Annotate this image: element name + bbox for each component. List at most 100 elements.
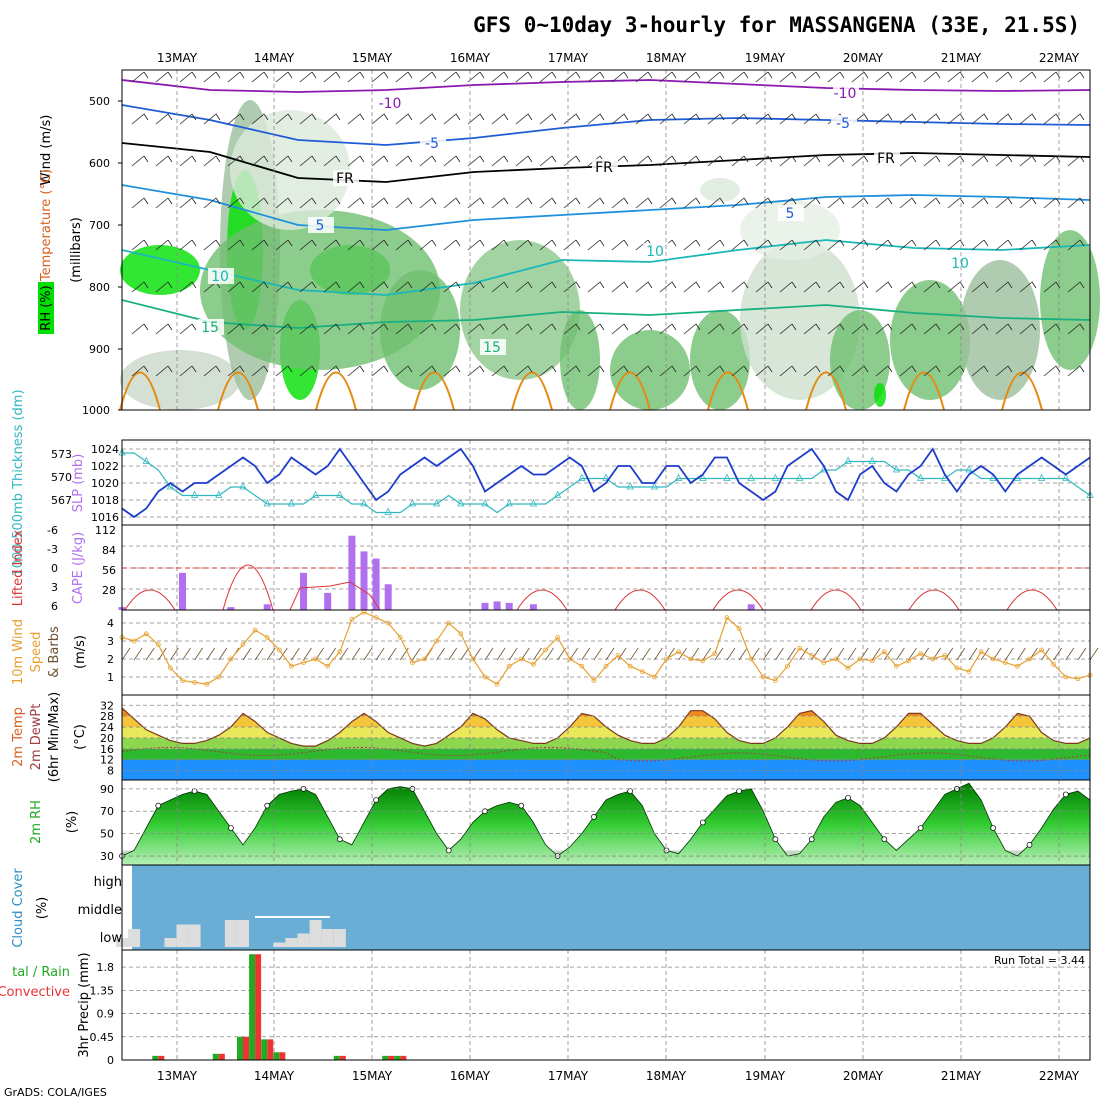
warm-contour	[413, 371, 455, 411]
wind-barb	[227, 239, 241, 251]
wind-barb	[971, 155, 985, 167]
wind-barb	[839, 323, 845, 331]
wind-barb	[563, 239, 577, 251]
ylabel-millibars: (millibars)	[69, 217, 84, 283]
warm-contour	[609, 371, 651, 411]
thickness-marker	[553, 490, 562, 498]
wind-barb	[827, 323, 841, 335]
wind-barb	[371, 365, 385, 377]
cape-bar	[360, 551, 368, 610]
wind-speed-point	[845, 665, 851, 671]
thickness-marker	[1062, 473, 1070, 481]
wind-barb	[443, 323, 457, 335]
wind-speed-point	[773, 678, 778, 683]
wind-barb	[623, 281, 629, 289]
temperature-contour	[121, 239, 1091, 296]
wind-barb	[750, 647, 760, 661]
date-label: 20MAY	[843, 1069, 884, 1083]
wind-speed-point	[167, 665, 173, 671]
wind-speed-point	[506, 663, 512, 669]
wind-barb	[407, 281, 413, 289]
wind-speed-point	[470, 656, 476, 662]
wind-barb	[647, 323, 653, 331]
contour-label-bg	[480, 339, 506, 355]
wind-barb	[167, 155, 173, 163]
cloud-low-bar	[128, 929, 141, 947]
wind-barb	[527, 197, 533, 205]
cloud-low-bar	[297, 933, 310, 947]
wind-speed-point	[1027, 656, 1032, 662]
wind-barb	[515, 197, 529, 209]
wind-barb	[347, 197, 361, 209]
wind-speed-point	[1015, 663, 1020, 669]
wind-barb	[1031, 239, 1037, 247]
wind-barb	[412, 647, 421, 661]
wind-barb	[443, 71, 457, 83]
wind-barb	[399, 647, 409, 661]
wind-barb	[702, 647, 712, 661]
wind-barb	[719, 113, 725, 121]
wind-barb	[527, 71, 533, 79]
precip-tick: 0.9	[97, 1008, 115, 1021]
wind-barb	[755, 365, 769, 377]
slp-thickness-panel: 1024 1022 1020 1018 1016 573 570 567 1000-500mb …	[11, 389, 1094, 577]
wind-barb	[395, 281, 409, 293]
wind-barb	[629, 647, 639, 661]
wind-barb	[431, 281, 437, 289]
rh-area	[830, 310, 890, 410]
wind-speed-point	[894, 663, 899, 669]
wind-barb	[335, 113, 341, 121]
wind-barb	[827, 281, 841, 293]
wind-barb	[479, 155, 485, 163]
wind-barb	[455, 155, 461, 163]
wind-barb	[479, 323, 485, 331]
wind-barb	[803, 155, 817, 167]
wind-barb	[935, 281, 941, 289]
rh-tick: 90	[100, 783, 114, 796]
wind-barb	[431, 239, 437, 247]
wind-barb	[299, 365, 313, 377]
wind-barb	[419, 239, 433, 251]
wind-barb	[635, 197, 649, 209]
wind-speed-point	[301, 660, 306, 665]
wind-barb	[863, 197, 869, 205]
warm-contour	[903, 371, 945, 411]
wind-barb	[719, 323, 725, 331]
wind-speed-point	[313, 656, 319, 662]
wind-barb	[851, 197, 865, 209]
contour-label-bg	[208, 268, 234, 284]
wind-barb	[581, 647, 591, 661]
wind-barb	[599, 113, 605, 121]
thickness-marker	[699, 473, 707, 481]
wind-barb	[254, 647, 264, 661]
lifted-index-line	[712, 589, 764, 611]
wind-barb	[479, 197, 485, 205]
wind-barb	[815, 323, 821, 331]
wind-barb	[983, 155, 989, 163]
contour-label-bg	[592, 159, 618, 175]
wind-barb	[815, 239, 821, 247]
wind-barb	[472, 647, 482, 661]
wind-barb	[827, 155, 841, 167]
wind-barb	[291, 647, 300, 661]
wind-barb	[1043, 197, 1057, 209]
wind-barb	[431, 365, 437, 373]
wind-barb	[539, 71, 553, 83]
wind-barb	[1043, 155, 1057, 167]
slp-tick: 1016	[91, 511, 119, 524]
wind-barb	[599, 365, 605, 373]
wind-barb	[227, 155, 241, 167]
wind-barb	[707, 155, 721, 167]
wind-barb	[1019, 323, 1033, 335]
wind-barb	[479, 239, 485, 247]
wind-barb	[875, 323, 889, 335]
wind-barb	[875, 197, 889, 209]
pressure-tick: 600	[89, 157, 110, 170]
wind-barb	[1079, 239, 1085, 247]
wind-speed-point	[857, 656, 863, 662]
wind-barb	[755, 323, 769, 335]
wind-barb	[395, 197, 409, 209]
temp-tick: 28	[100, 710, 114, 723]
wind-barb	[299, 71, 313, 83]
thickness-marker	[965, 465, 973, 473]
